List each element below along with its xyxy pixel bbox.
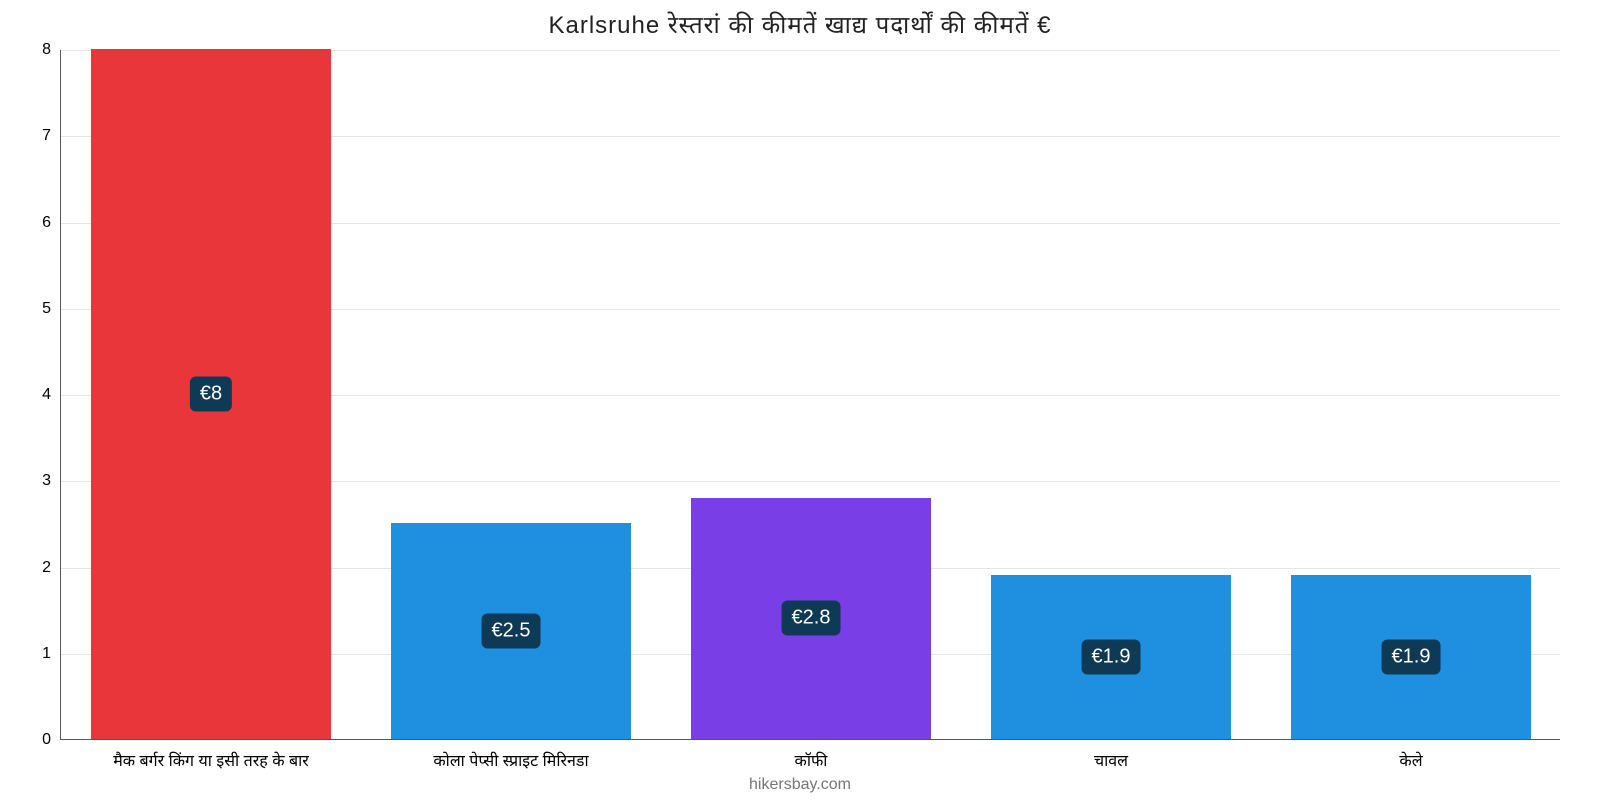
bar-value-label: €2.8 [782, 601, 841, 636]
x-tick-label: कोला पेप्सी स्प्राइट मिरिनडा [433, 739, 588, 771]
bar: €2.5 [391, 523, 631, 739]
x-tick-label: कॉफी [795, 739, 828, 771]
y-tick-label: 6 [42, 214, 61, 232]
bar: €2.8 [691, 498, 931, 740]
bar-value-label: €1.9 [1082, 640, 1141, 675]
chart-container: Karlsruhe रेस्तरां की कीमतें खाद्य पदार्… [0, 0, 1600, 800]
chart-title: Karlsruhe रेस्तरां की कीमतें खाद्य पदार्… [0, 8, 1600, 41]
bar: €8 [91, 49, 331, 739]
y-tick-label: 0 [42, 731, 61, 749]
y-tick-label: 7 [42, 127, 61, 145]
y-tick-label: 8 [42, 41, 61, 59]
y-tick-label: 2 [42, 559, 61, 577]
x-tick-label: मैक बर्गर किंग या इसी तरह के बार [113, 739, 309, 771]
bar: €1.9 [991, 575, 1231, 739]
y-tick-label: 5 [42, 300, 61, 318]
bar-value-label: €2.5 [482, 614, 541, 649]
bar-value-label: €1.9 [1382, 640, 1441, 675]
x-tick-label: चावल [1094, 739, 1128, 771]
plot-area: 012345678€8मैक बर्गर किंग या इसी तरह के … [60, 50, 1560, 740]
bar-value-label: €8 [190, 377, 232, 412]
bar: €1.9 [1291, 575, 1531, 739]
credit-text: hikersbay.com [0, 776, 1600, 794]
x-tick-label: केले [1399, 739, 1422, 771]
y-tick-label: 4 [42, 386, 61, 404]
y-tick-label: 3 [42, 472, 61, 490]
y-tick-label: 1 [42, 645, 61, 663]
